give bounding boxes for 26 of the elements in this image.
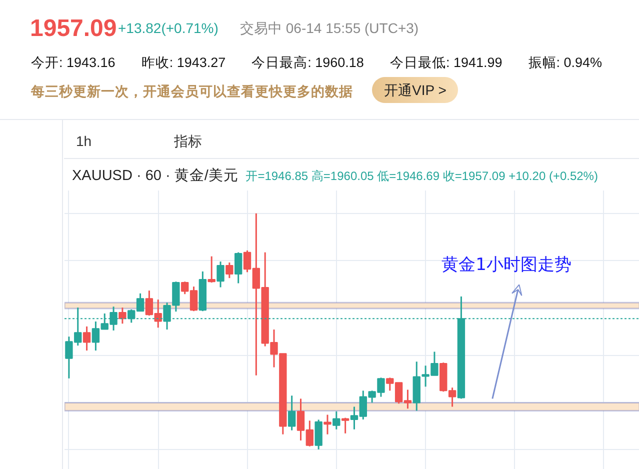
candlestick — [341, 417, 350, 434]
candlestick — [216, 260, 224, 288]
candlestick — [332, 410, 340, 430]
candlestick — [234, 252, 242, 284]
text: +13.82(+0.71%) — [118, 19, 218, 38]
candlestick — [314, 418, 322, 450]
candlestick — [226, 262, 234, 279]
candlestick — [118, 306, 126, 324]
text: 指标 — [174, 132, 202, 151]
text: 今开: 1943.16 — [31, 55, 116, 70]
text: 每三秒更新一次，开通会员可以查看更快更多的数据 — [31, 83, 353, 101]
annotation: 黄金1小时图走势 — [442, 255, 572, 276]
chart-subtitle: 开=1946.85 高=1960.05 低=1946.69 收=1957.09 +10.20 (+0.52%) — [246, 169, 598, 183]
text: 1957.09 — [30, 14, 117, 44]
candlestick — [324, 414, 332, 436]
candlestick — [82, 326, 91, 352]
text: 交易中 06-14 15:55 (UTC+3) — [240, 19, 419, 38]
text: 今日最低: 1941.99 — [390, 55, 502, 70]
text: 开通VIP > — [372, 77, 458, 103]
text: 昨收: 1943.27 — [141, 55, 226, 70]
text: 今日最高: 1960.18 — [252, 55, 364, 70]
chart-title: XAUUSD · 60 · 黄金/美元 — [72, 168, 238, 184]
candlestick — [288, 394, 296, 432]
text: 振幅: 0.94% — [528, 55, 602, 70]
candlestick — [208, 256, 216, 284]
text: 1h — [76, 132, 92, 151]
